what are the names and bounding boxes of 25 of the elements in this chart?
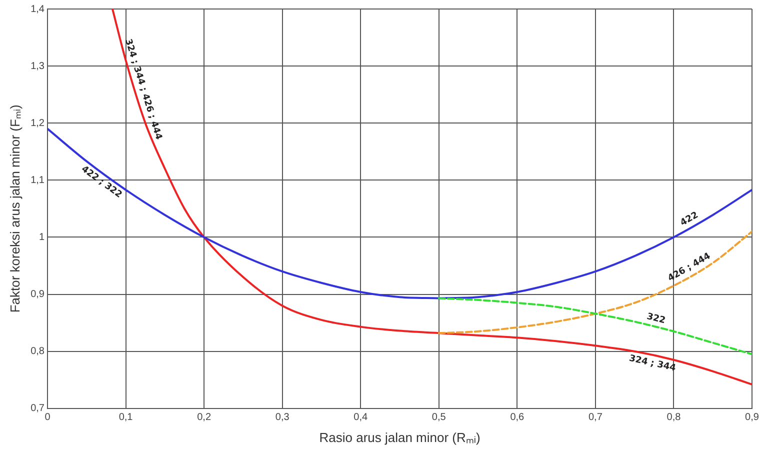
x-tick-label: 0,2 bbox=[197, 412, 212, 424]
x-tick-label: 0,4 bbox=[354, 412, 368, 424]
text: 324 ; 344 ; 426 ; 444 bbox=[122, 38, 164, 141]
text: 324 ; 344 bbox=[628, 354, 677, 374]
y-tick-label: 0,9 bbox=[30, 289, 45, 300]
text: 322 bbox=[646, 312, 666, 326]
x-tick-label: 0,6 bbox=[510, 412, 525, 424]
y-tick-label: 1,4 bbox=[30, 4, 45, 15]
x-tick-label: 0,9 bbox=[745, 412, 760, 424]
x-tick-label: 0,5 bbox=[432, 412, 446, 424]
text: 422 bbox=[678, 210, 700, 228]
x-axis-title: Rasio arus jalan minor (Rₘᵢ) bbox=[319, 430, 480, 445]
y-tick-label: 0,7 bbox=[30, 403, 45, 414]
x-tick-label: 0,3 bbox=[275, 412, 290, 424]
y-tick-label: 0,8 bbox=[30, 346, 45, 358]
y-tick-label: 1,1 bbox=[30, 174, 45, 186]
text: 426 ; 444 bbox=[666, 251, 712, 284]
y-tick-label: 1,2 bbox=[30, 118, 45, 129]
x-tick-label: 0,1 bbox=[118, 412, 134, 424]
x-tick-label: 0 bbox=[44, 412, 51, 424]
y-tick-label: 1,3 bbox=[30, 60, 45, 72]
x-tick-label: 0,8 bbox=[666, 412, 682, 424]
y-axis-title: Faktor koreksi arus jalan minor (Fₘᵢ) bbox=[7, 104, 22, 313]
y-tick-label: 1 bbox=[38, 232, 45, 243]
x-tick-label: 0,7 bbox=[588, 412, 603, 424]
